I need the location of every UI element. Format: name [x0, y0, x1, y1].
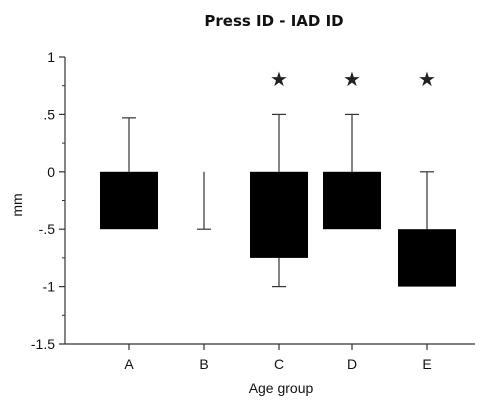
x-axis-label: Age group [249, 380, 314, 396]
y-tick-label: -1 [43, 279, 56, 295]
plot-area: 1 .5 0 -.5 -1 -1.5 A B C D E ★ ★ ★ [31, 49, 475, 372]
x-tick-label: C [274, 356, 284, 372]
y-tick-label: 1 [47, 49, 55, 65]
significance-star: ★ [343, 67, 361, 91]
y-tick-label: .5 [43, 106, 55, 122]
x-tick-label: D [347, 356, 357, 372]
y-tick-label: -1.5 [31, 336, 55, 352]
significance-star: ★ [270, 67, 288, 91]
x-tick-label: E [422, 356, 431, 372]
x-tick-label: B [199, 356, 208, 372]
bar [100, 171, 158, 230]
bar [398, 229, 456, 287]
y-tick-label: 0 [47, 164, 55, 180]
bar [250, 171, 308, 258]
y-axis-label: mm [9, 193, 25, 216]
chart-title: Press ID - IAD ID [204, 12, 343, 30]
y-tick-label: -.5 [39, 221, 56, 237]
x-tick-label: A [124, 356, 134, 372]
bar [323, 171, 381, 230]
significance-star: ★ [418, 67, 436, 91]
